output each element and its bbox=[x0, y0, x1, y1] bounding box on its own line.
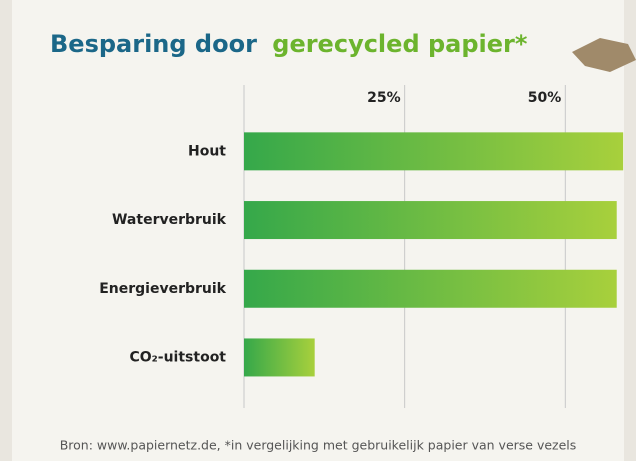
bar bbox=[244, 338, 315, 377]
category-label: Energieverbruik bbox=[99, 281, 226, 297]
bar bbox=[244, 269, 617, 308]
x-tick-label: 25% bbox=[367, 90, 401, 106]
category-label: Waterverbruik bbox=[112, 212, 227, 228]
paper-icon bbox=[572, 38, 636, 72]
title-part: Besparing door bbox=[50, 30, 257, 58]
category-label: CO₂-uitstoot bbox=[129, 349, 226, 365]
title-highlight: gerecycled papier* bbox=[272, 30, 528, 58]
source: Bron: www.papiernetz.de, *in vergelijkin… bbox=[60, 438, 577, 453]
chart-title: Besparing door gerecycled papier* bbox=[50, 30, 528, 58]
category-label: Hout bbox=[188, 143, 226, 159]
bar bbox=[244, 132, 624, 171]
x-tick-label: 50% bbox=[528, 90, 562, 106]
bar bbox=[244, 201, 617, 240]
